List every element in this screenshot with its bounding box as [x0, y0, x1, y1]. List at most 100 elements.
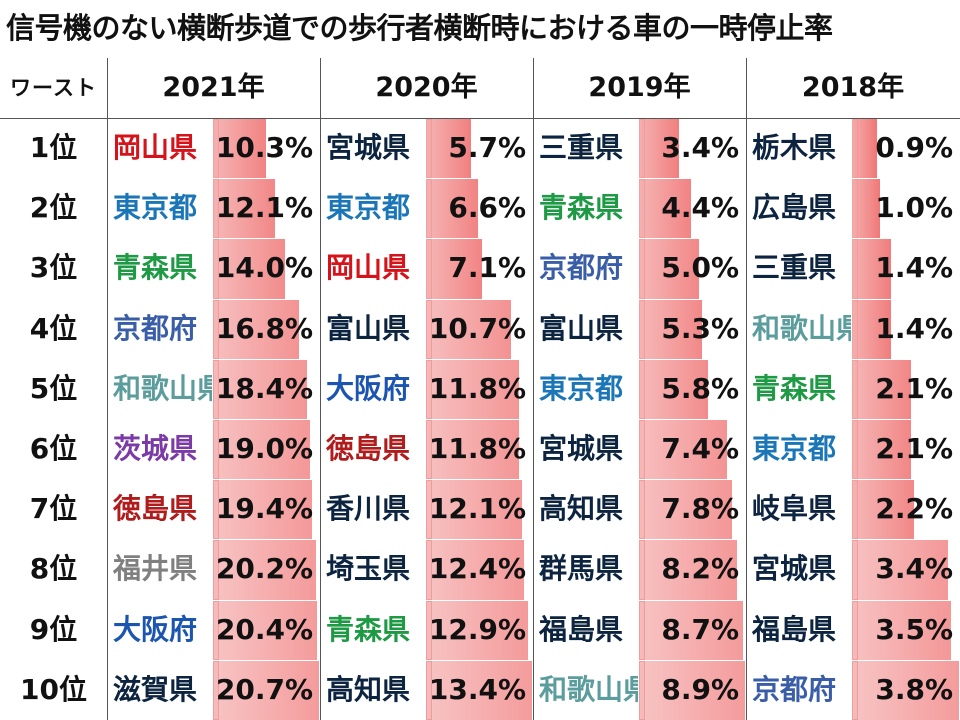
- rate-bar: [852, 420, 912, 480]
- rank-label: 10位: [20, 672, 87, 706]
- prefecture-name: 富山県: [539, 311, 624, 345]
- rate-bar-cell: [213, 480, 319, 540]
- rate-bar-cell: [426, 359, 532, 419]
- prefecture-name: 岐阜県: [752, 492, 837, 526]
- stop-rate-value: 12.9%: [428, 612, 526, 646]
- prefecture-name: 香川県: [326, 492, 411, 526]
- prefecture-name: 和歌山県: [539, 672, 638, 706]
- stop-rate-table: ワースト 2021年 2020年 2019年 2018年 1位 2位 3位 4位 5位 6位 7位 8位…: [0, 58, 960, 720]
- prefecture-name: 徳島県: [326, 432, 411, 465]
- rate-bar: [852, 660, 959, 720]
- rate-bar: [426, 480, 522, 540]
- prefecture-name: 京都府: [539, 251, 624, 285]
- rate-bar-cell: [639, 660, 745, 720]
- stop-rate-value: 6.6%: [448, 191, 526, 225]
- stop-rate-value: 12.4%: [428, 552, 526, 586]
- rate-bar: [852, 119, 878, 179]
- rate-bar-cell: [852, 119, 959, 179]
- worst-header: ワースト: [10, 76, 97, 100]
- rate-bar: [639, 119, 680, 179]
- rate-bar-cell: [213, 660, 319, 720]
- rank-label: 3位: [29, 251, 78, 285]
- rate-bar-cell: [213, 540, 319, 600]
- rate-bar: [639, 540, 737, 600]
- rate-bar-cell: [639, 239, 745, 299]
- prefecture-name: 和歌山県: [752, 311, 851, 345]
- page-title: 信号機のない横断歩道での歩行者横断時における車の一時停止率: [6, 11, 833, 45]
- rate-bar-cell: [852, 299, 959, 359]
- stop-rate-value: 7.1%: [448, 251, 526, 285]
- stop-rate-value: 5.8%: [661, 371, 739, 405]
- year-header-2: 2019年: [588, 72, 691, 103]
- stop-rate-value: 8.7%: [661, 612, 739, 646]
- rate-bar-cell: [426, 179, 532, 239]
- rate-bar-cell: [426, 660, 532, 720]
- rate-bar-cell: [639, 179, 745, 239]
- rate-bar-cell: [213, 239, 319, 299]
- prefecture-name: 福井県: [113, 552, 198, 586]
- stop-rate-value: 8.2%: [661, 552, 739, 586]
- prefecture-name: 埼玉県: [326, 552, 411, 586]
- stop-rate-value: 11.8%: [428, 371, 526, 405]
- prefecture-name: 京都府: [752, 672, 837, 706]
- stop-rate-value: 2.1%: [875, 371, 953, 405]
- prefecture-name: 宮城県: [752, 552, 837, 586]
- rate-bar-cell: [639, 480, 745, 540]
- stop-rate-value: 2.1%: [875, 432, 953, 465]
- stop-rate-value: 10.7%: [428, 311, 526, 345]
- rate-bar: [639, 239, 699, 299]
- column-divider: [533, 58, 534, 720]
- prefecture-name: 福島県: [752, 612, 837, 646]
- rate-bar-cell: [639, 359, 745, 419]
- rate-bar: [213, 540, 317, 600]
- stop-rate-value: 20.7%: [215, 672, 313, 706]
- rate-bar: [213, 660, 319, 720]
- prefecture-name: 東京都: [539, 371, 624, 405]
- rate-bar: [426, 540, 525, 600]
- stop-rate-value: 12.1%: [215, 191, 313, 225]
- rate-bar: [639, 359, 709, 419]
- stop-rate-value: 7.4%: [661, 432, 739, 465]
- prefecture-name: 東京都: [326, 191, 411, 225]
- stop-rate-value: 3.8%: [875, 672, 953, 706]
- stop-rate-value: 8.9%: [661, 672, 739, 706]
- prefecture-name: 福島県: [539, 612, 624, 646]
- rate-bar: [639, 420, 728, 480]
- rate-bar: [852, 179, 881, 239]
- rate-bar-cell: [852, 660, 959, 720]
- prefecture-name: 群馬県: [539, 552, 624, 586]
- prefecture-name: 三重県: [752, 251, 837, 285]
- rate-bar: [213, 420, 311, 480]
- rate-bar: [213, 179, 275, 239]
- stop-rate-value: 1.0%: [875, 191, 953, 225]
- rate-bar-cell: [639, 540, 745, 600]
- stop-rate-value: 20.4%: [215, 612, 313, 646]
- stop-rate-value: 10.3%: [215, 131, 313, 164]
- rank-label: 6位: [29, 432, 78, 465]
- stop-rate-value: 3.4%: [661, 131, 739, 164]
- prefecture-name: 宮城県: [326, 131, 411, 164]
- prefecture-name: 富山県: [326, 311, 411, 345]
- stop-rate-value: 18.4%: [215, 371, 313, 405]
- prefecture-name: 大阪府: [326, 371, 411, 405]
- rate-bar-cell: [852, 600, 959, 660]
- rank-label: 2位: [29, 191, 78, 225]
- rate-bar: [213, 359, 308, 419]
- rate-bar: [213, 239, 285, 299]
- stop-rate-value: 0.9%: [875, 131, 953, 164]
- stop-rate-value: 12.1%: [428, 492, 526, 526]
- header-divider: [0, 118, 960, 119]
- rate-bar-cell: [426, 540, 532, 600]
- rate-bar-cell: [426, 299, 532, 359]
- rate-bar: [639, 660, 745, 720]
- rate-bar: [426, 359, 520, 419]
- stop-rate-value: 1.4%: [875, 311, 953, 345]
- stop-rate-value: 14.0%: [215, 251, 313, 285]
- rate-bar-cell: [852, 179, 959, 239]
- rate-bar-cell: [852, 540, 959, 600]
- prefecture-name: 京都府: [113, 311, 198, 345]
- rate-bar-cell: [213, 119, 319, 179]
- stop-rate-value: 13.4%: [428, 672, 526, 706]
- rate-bar-cell: [639, 299, 745, 359]
- stop-rate-value: 4.4%: [661, 191, 739, 225]
